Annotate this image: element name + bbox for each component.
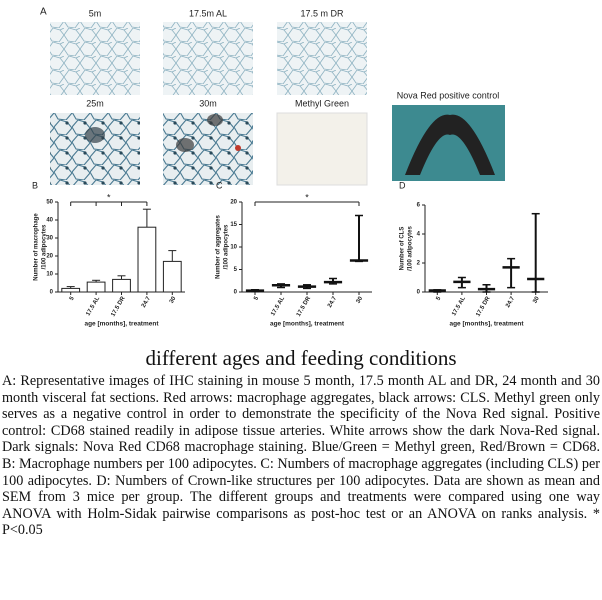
x-tick-label: 17.5 DR bbox=[296, 295, 313, 318]
micrographs bbox=[50, 22, 505, 186]
stain bbox=[207, 114, 223, 126]
micrograph bbox=[163, 22, 253, 95]
bar bbox=[162, 260, 182, 293]
x-tick-label: 17.5 AL bbox=[451, 296, 467, 318]
y-axis-label: Number of macrophage bbox=[34, 213, 40, 281]
y-tick-label: 50 bbox=[46, 200, 53, 206]
y-tick-label: 5 bbox=[234, 267, 238, 273]
x-tick-label: 17.5 AL bbox=[85, 296, 101, 318]
x-tick-label: 5 bbox=[69, 295, 76, 301]
y-tick-label: 30 bbox=[46, 236, 53, 242]
y-tick-label: 40 bbox=[46, 218, 53, 224]
y-axis-label: /100 adipocytes bbox=[408, 225, 414, 270]
y-tick-label: 0 bbox=[417, 290, 421, 296]
y-tick-label: 0 bbox=[234, 290, 238, 296]
stain bbox=[85, 127, 105, 143]
image-label: Nova Red positive control bbox=[397, 90, 500, 100]
bar bbox=[61, 287, 81, 293]
stain bbox=[235, 145, 241, 151]
y-axis-label: Number of aggregates bbox=[216, 215, 222, 279]
panel-label: D bbox=[399, 180, 406, 190]
micrograph bbox=[50, 113, 140, 185]
bar bbox=[86, 281, 106, 293]
y-tick-label: 20 bbox=[230, 200, 237, 206]
image-label: 17.5m AL bbox=[189, 8, 227, 18]
y-tick-label: 6 bbox=[417, 203, 421, 209]
y-axis-label: /100 adipocytes bbox=[224, 224, 230, 269]
image-label: 30m bbox=[199, 98, 217, 108]
figure: A 5m 17.5m AL 17.5 m DR 25m 30m Methyl Green N… bbox=[32, 7, 548, 328]
x-tick-label: 24.7 bbox=[141, 295, 152, 309]
x-axis-label: age [months], treatment bbox=[270, 321, 345, 328]
x-axis-label: age [months], treatment bbox=[84, 321, 159, 328]
x-tick-label: 17.5 AL bbox=[270, 296, 286, 318]
x-tick-label: 5 bbox=[436, 295, 443, 301]
significance-star: * bbox=[305, 192, 309, 202]
x-tick-label: 5 bbox=[253, 295, 260, 301]
y-tick-label: 20 bbox=[46, 254, 53, 260]
micrograph bbox=[50, 22, 140, 95]
y-tick-label: 4 bbox=[417, 232, 421, 238]
image-label: 17.5 m DR bbox=[300, 8, 344, 18]
stain bbox=[405, 114, 495, 175]
y-tick-label: 0 bbox=[50, 290, 54, 296]
y-axis-label: Number of CLS bbox=[400, 227, 406, 271]
image-label: Methyl Green bbox=[295, 98, 349, 108]
y-tick-label: 10 bbox=[46, 272, 53, 278]
image-label: 25m bbox=[86, 98, 104, 108]
y-tick-label: 10 bbox=[230, 245, 237, 251]
stain bbox=[176, 138, 194, 152]
y-tick-label: 15 bbox=[230, 222, 237, 228]
x-tick-label: 30 bbox=[169, 295, 178, 304]
y-tick-label: 2 bbox=[417, 261, 421, 267]
x-tick-label: 30 bbox=[356, 295, 365, 304]
x-axis-label: age [months], treatment bbox=[449, 321, 524, 328]
panel-label: A bbox=[40, 7, 47, 18]
y-axis-label: /100 adipocytes bbox=[42, 224, 48, 269]
micrograph bbox=[276, 112, 368, 186]
x-tick-label: 24.7 bbox=[327, 295, 338, 309]
x-tick-label: 17.5 DR bbox=[110, 295, 127, 318]
significance-star: * bbox=[107, 192, 111, 202]
caption-text: A: Representative images of IHC staining… bbox=[2, 373, 600, 539]
micrograph bbox=[277, 22, 367, 95]
x-tick-label: 17.5 DR bbox=[475, 295, 492, 318]
bar bbox=[112, 278, 131, 293]
panel-label: B bbox=[32, 180, 38, 190]
image-label: 5m bbox=[89, 8, 102, 18]
x-tick-label: 24.7 bbox=[505, 295, 516, 309]
bar bbox=[137, 226, 157, 293]
caption: different ages and feeding conditions A:… bbox=[0, 345, 602, 539]
caption-heading: different ages and feeding conditions bbox=[145, 346, 457, 370]
x-tick-label: 30 bbox=[532, 295, 541, 304]
panel-label: C bbox=[216, 180, 223, 190]
